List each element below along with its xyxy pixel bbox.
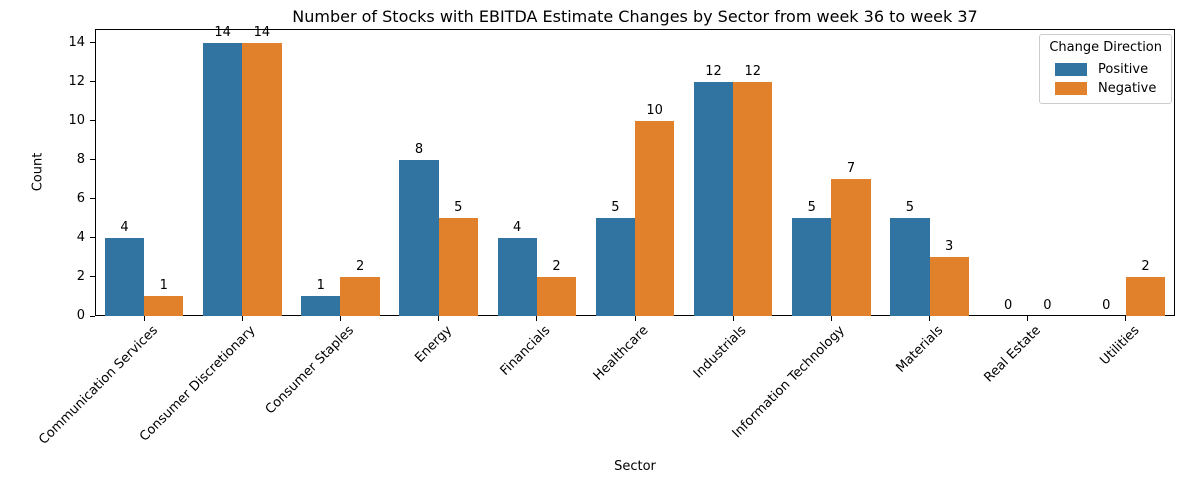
bar-positive <box>693 81 734 316</box>
x-tick-label: Consumer Staples <box>262 323 358 418</box>
bar-value-label: 14 <box>214 24 231 40</box>
bar-positive <box>497 237 537 316</box>
bar-value-label: 5 <box>807 200 816 216</box>
y-axis-label: Count <box>30 152 46 192</box>
x-tick-mark <box>1125 316 1127 321</box>
bar-value-label: 5 <box>454 200 463 216</box>
legend-label: Positive <box>1098 62 1149 77</box>
y-tick-mark <box>90 159 95 161</box>
x-tick-mark <box>634 316 636 321</box>
y-tick-label: 4 <box>76 229 85 245</box>
bar-positive <box>301 296 341 316</box>
bar-negative <box>536 276 577 316</box>
bar-value-label: 12 <box>744 63 762 79</box>
bar-value-label: 2 <box>1141 258 1150 274</box>
x-tick-label: Financials <box>497 323 554 379</box>
y-tick-label: 2 <box>76 268 85 284</box>
legend: Change Direction Positive Negative <box>1039 34 1172 104</box>
bar-positive <box>203 42 243 316</box>
bar-value-label: 1 <box>316 278 325 294</box>
y-tick-label: 12 <box>68 73 85 89</box>
y-tick-label: 6 <box>76 190 85 206</box>
plot-area: Change Direction Positive Negative 0 2 4 6 8 1… <box>36 25 1175 448</box>
x-tick-mark <box>1027 316 1029 321</box>
bar-value-label: 14 <box>253 24 271 40</box>
chart-title: Number of Stocks with EBITDA Estimate Ch… <box>292 7 978 26</box>
legend-swatch <box>1055 82 1087 95</box>
bar-value-label: 2 <box>355 258 365 274</box>
bar-value-label: 10 <box>646 102 663 118</box>
x-tick-label: Consumer Discretionary <box>137 323 259 445</box>
bar-value-label: 3 <box>945 239 954 255</box>
bar-negative <box>831 179 871 316</box>
x-axis-label: Sector <box>614 459 656 474</box>
legend-label: Negative <box>1098 81 1157 96</box>
x-tick-label: Energy <box>412 323 456 366</box>
bar-value-label: 7 <box>846 161 856 177</box>
bar-value-label: 8 <box>414 141 424 157</box>
y-tick-mark <box>90 276 95 278</box>
bar-value-label: 5 <box>611 200 620 216</box>
y-tick-label: 10 <box>68 112 85 128</box>
x-tick-mark <box>830 316 832 321</box>
y-tick-label: 8 <box>76 151 85 167</box>
bar-value-label: 2 <box>552 258 561 274</box>
legend-entry-positive: Positive <box>1055 62 1148 77</box>
x-tick-mark <box>438 316 440 321</box>
x-tick-mark <box>143 316 145 321</box>
x-tick-label: Healthcare <box>590 323 652 384</box>
y-tick-label: 14 <box>68 34 85 50</box>
bar-value-label: 0 <box>1102 298 1111 313</box>
y-tick-mark <box>90 42 95 44</box>
y-tick-mark <box>90 315 95 317</box>
y-tick-mark <box>90 81 95 83</box>
x-tick-mark <box>929 316 931 321</box>
bar-negative <box>438 218 478 316</box>
bar-negative <box>929 257 969 316</box>
legend-title: Change Direction <box>1049 40 1162 55</box>
legend-entries: Positive Negative <box>1055 58 1156 96</box>
bar-negative <box>733 81 773 316</box>
bar-value-label: 4 <box>120 219 129 235</box>
bar-value-label: 5 <box>905 200 915 216</box>
bar-value-label: 1 <box>159 278 168 294</box>
bar-positive <box>104 237 145 316</box>
bar-positive <box>890 218 930 316</box>
bar-positive <box>399 159 439 316</box>
x-tick-mark <box>536 316 538 321</box>
bar-positive <box>595 218 635 316</box>
y-tick-label: 0 <box>76 308 85 323</box>
bar-negative <box>1125 276 1166 316</box>
x-tick-label: Real Estate <box>981 323 1045 386</box>
bar-value-label: 12 <box>705 63 722 79</box>
legend-entry-negative: Negative <box>1055 81 1156 96</box>
x-tick-mark <box>241 316 243 321</box>
bar-negative <box>635 120 675 316</box>
bar-value-label: 0 <box>1043 298 1052 313</box>
bar-positive <box>792 218 832 316</box>
y-tick-mark <box>90 198 95 200</box>
bar-negative <box>340 276 380 316</box>
x-tick-label: Information Technology <box>729 323 848 442</box>
x-tick-label: Materials <box>893 323 947 376</box>
x-tick-label: Utilities <box>1097 323 1143 369</box>
legend-swatch <box>1055 63 1087 76</box>
bar-value-label: 0 <box>1003 298 1013 313</box>
bar-negative <box>242 42 282 316</box>
y-tick-mark <box>90 120 95 122</box>
x-tick-mark <box>732 316 734 321</box>
y-tick-mark <box>90 237 95 239</box>
bar-value-label: 4 <box>513 219 522 235</box>
x-tick-label: Industrials <box>691 323 750 382</box>
bar-negative <box>144 296 184 316</box>
x-tick-mark <box>339 316 341 321</box>
